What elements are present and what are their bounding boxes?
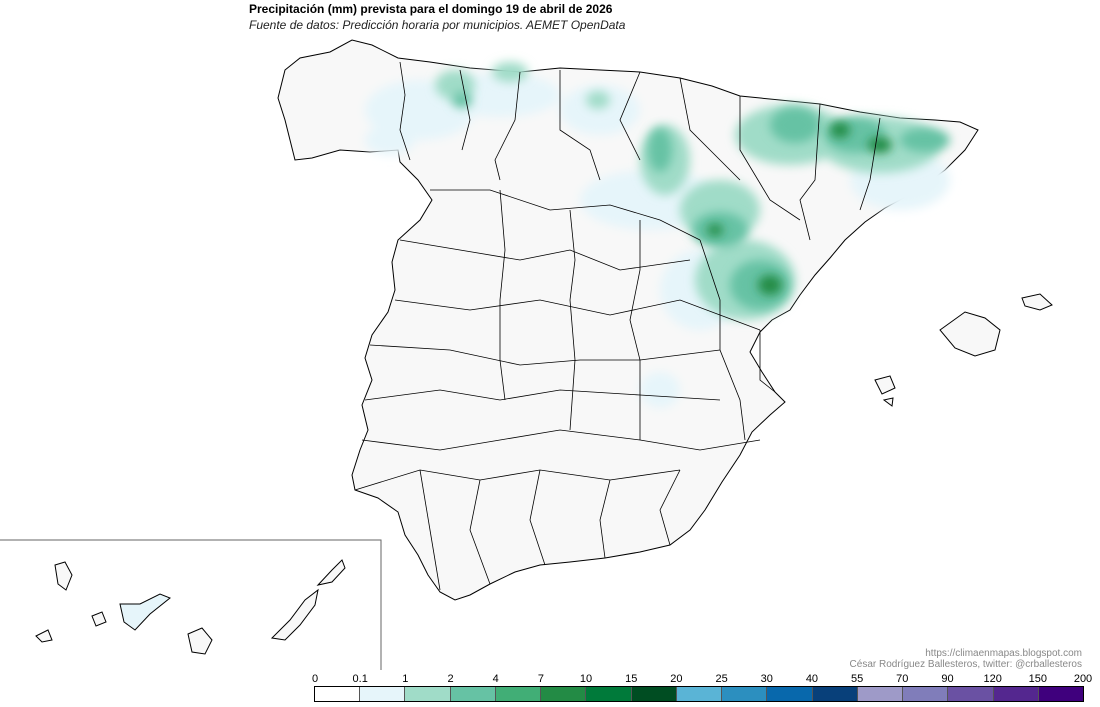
legend-label: 40 [805, 673, 819, 685]
legend-swatch [767, 687, 813, 701]
legend-swatch [541, 687, 587, 701]
legend-swatch [857, 687, 904, 701]
fuerteventura [270, 588, 319, 641]
legend-label: 150 [1028, 673, 1047, 685]
legend-label: 120 [983, 673, 1002, 685]
legend-labels: 0 0.1 1 2 4 7 10 15 20 25 30 40 55 70 90 120 150 200 [311, 673, 1092, 685]
legend-label: 0 [311, 673, 319, 685]
spain-mainland [277, 39, 979, 601]
legend-swatch [903, 687, 949, 701]
color-legend: 0 0.1 1 2 4 7 10 15 20 25 30 40 55 70 90 120 150 200 [311, 673, 1092, 703]
legend-label: 25 [715, 673, 728, 685]
legend-label: 2 [447, 673, 454, 685]
legend-swatch [586, 687, 632, 701]
legend-swatch [631, 687, 677, 701]
map-subtitle: Fuente de datos: Predicción horaria por … [249, 18, 626, 32]
legend-swatch [812, 687, 858, 701]
legend-swatch [405, 687, 451, 701]
legend-label: 1 [402, 673, 409, 685]
menorca [1021, 293, 1053, 311]
legend-label: 4 [492, 673, 499, 685]
legend-bar [314, 686, 1084, 702]
province-borders [354, 61, 881, 591]
formentera [882, 397, 894, 407]
legend-swatch [993, 687, 1039, 701]
legend-swatch [1038, 687, 1083, 701]
gran-canaria [187, 627, 213, 655]
legend-swatch [676, 687, 723, 701]
credits: https://climaenmapas.blogspot.com César … [850, 648, 1082, 670]
legend-swatch [450, 687, 496, 701]
legend-label: 70 [896, 673, 909, 685]
credits-author: César Rodríguez Ballesteros, twitter: @c… [849, 659, 1082, 670]
canary-inset-frame [0, 539, 382, 670]
legend-label: 20 [670, 673, 683, 685]
legend-label: 55 [850, 673, 864, 685]
mallorca [939, 311, 1001, 357]
tenerife [119, 593, 171, 631]
legend-label: 30 [760, 673, 773, 685]
legend-swatch [315, 687, 361, 701]
map-title: Precipitación (mm) prevista para el domi… [249, 2, 613, 16]
legend-label: 7 [537, 673, 544, 685]
legend-swatch [722, 687, 768, 701]
legend-label: 90 [941, 673, 954, 685]
legend-label: 15 [625, 673, 638, 685]
precip-core-areas [707, 122, 892, 295]
legend-swatch [360, 687, 406, 701]
legend-label: 0.1 [352, 673, 368, 685]
legend-label: 10 [579, 673, 593, 685]
legend-swatch [948, 687, 994, 701]
la-gomera [91, 611, 107, 627]
lanzarote [316, 559, 346, 586]
ibiza [874, 375, 896, 395]
el-hierro [35, 629, 53, 643]
legend-label: 200 [1073, 673, 1093, 685]
la-palma [54, 561, 73, 591]
legend-swatch [495, 687, 542, 701]
credits-url[interactable]: https://climaenmapas.blogspot.com [925, 648, 1082, 659]
